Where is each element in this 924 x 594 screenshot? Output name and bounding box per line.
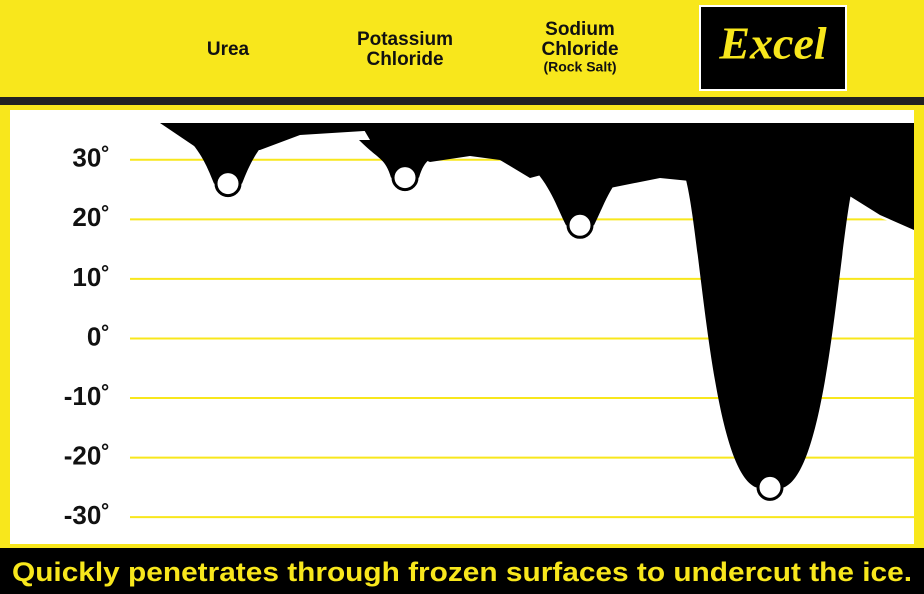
y-tick-label: -20˚	[64, 440, 110, 470]
pellet	[393, 166, 417, 190]
chart: 30˚ 20˚ 10˚ 0˚ -10˚ -20˚ -30˚ Urea PotassiumChlo…	[0, 0, 924, 594]
logo: Excel	[718, 18, 827, 69]
pellet	[216, 172, 240, 196]
page: 30˚ 20˚ 10˚ 0˚ -10˚ -20˚ -30˚ Urea PotassiumChlo…	[0, 0, 924, 594]
footer: Quickly penetrates through frozen surfac…	[12, 557, 912, 587]
y-tick-label: -10˚	[64, 381, 110, 411]
divider	[0, 97, 924, 105]
category-note: (Rock Salt)	[543, 59, 616, 75]
pellet	[568, 213, 592, 237]
category-label: Urea	[207, 39, 250, 60]
y-tick-label: 10˚	[72, 262, 110, 292]
y-tick-label: 30˚	[72, 143, 110, 173]
pellet	[758, 475, 782, 499]
y-tick-label: 0˚	[87, 321, 110, 351]
y-tick-label: 20˚	[72, 202, 110, 232]
y-tick-label: -30˚	[64, 500, 110, 530]
